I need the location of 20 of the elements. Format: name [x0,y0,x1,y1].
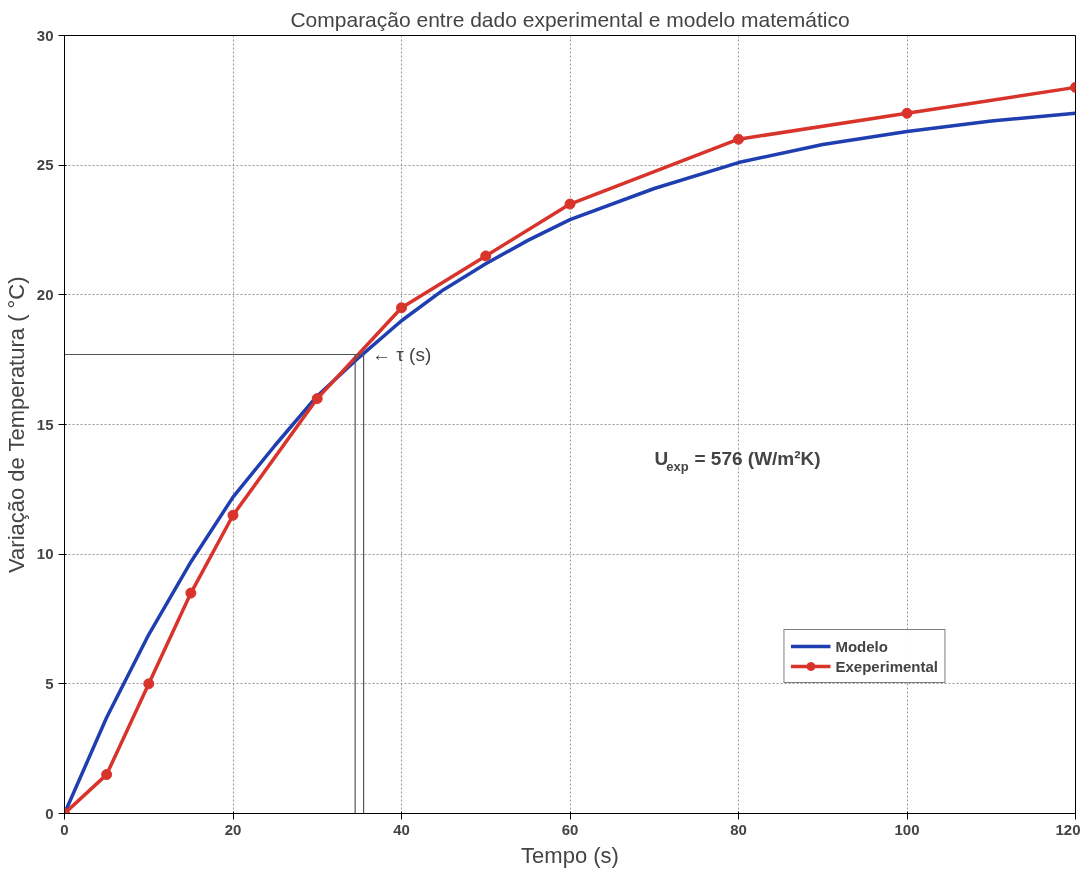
legend-label: Modelo [835,637,888,655]
x-axis-title: Tempo (s) [521,842,619,868]
x-tick-label: 60 [561,820,579,838]
y-tick-label: 0 [45,804,54,822]
x-tick-label: 20 [224,820,242,838]
chart-title: Comparação entre dado experimental e modelo matemático [290,7,850,31]
y-tick-label: 15 [36,415,54,433]
x-tick-label: 0 [60,820,69,838]
x-tick-label: 80 [730,820,747,838]
y-tick-label: 5 [45,674,54,692]
annotation: ← τ (s) [372,343,432,365]
x-tick-label: 40 [393,820,410,838]
y-tick-label: 30 [36,26,54,44]
x-tick-label: 120 [1055,820,1081,838]
legend-label: Exeperimental [835,657,938,675]
x-tick-label: 100 [894,820,920,838]
y-tick-label: 20 [36,285,54,303]
y-tick-label: 25 [36,156,54,174]
y-tick-label: 10 [36,545,54,563]
y-axis-title: Variação de Temperatura ( °C) [3,276,29,573]
